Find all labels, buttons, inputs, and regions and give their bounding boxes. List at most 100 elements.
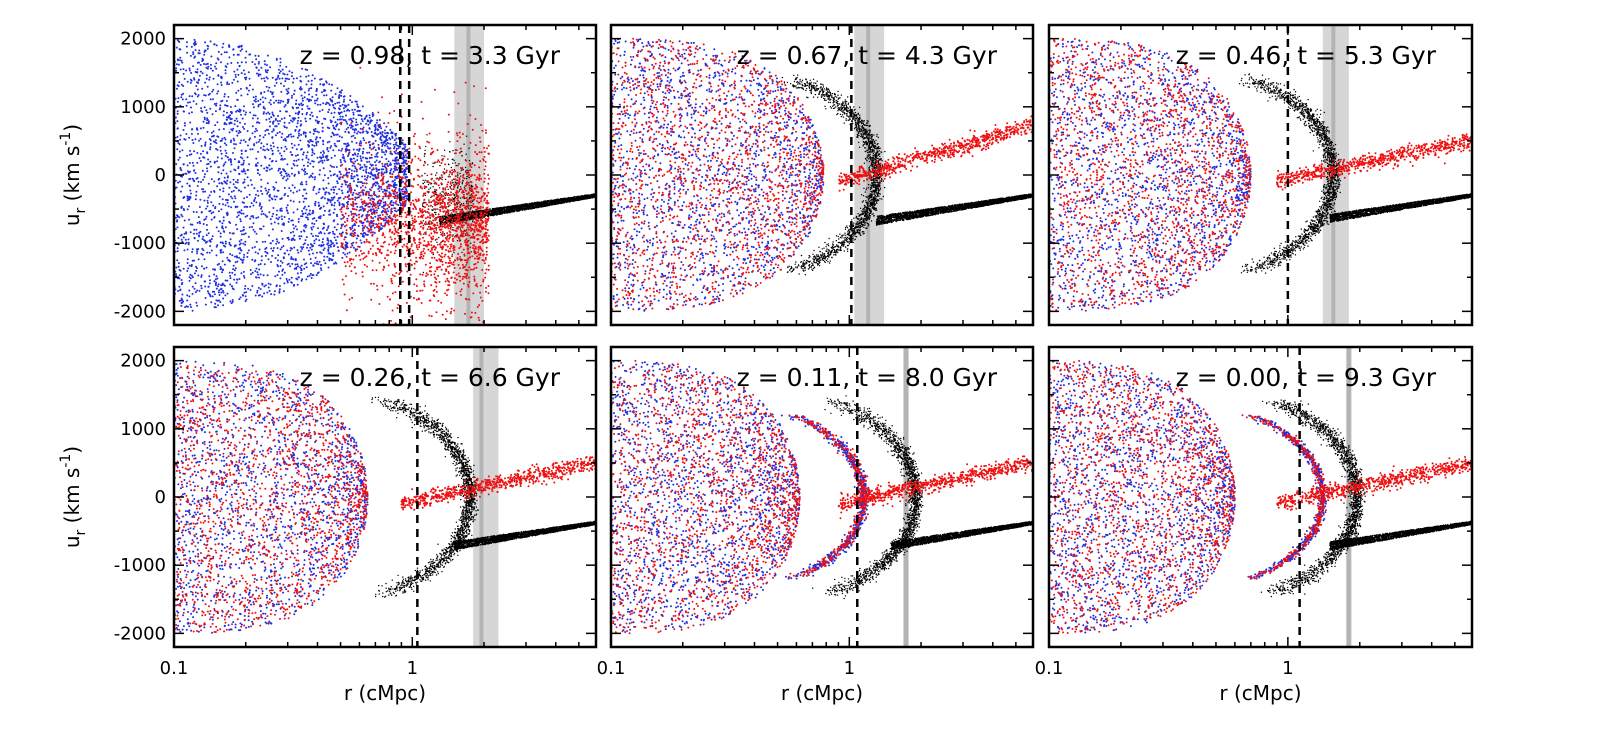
series-blue-point: [263, 80, 266, 83]
series-blue-point: [209, 279, 211, 282]
series-blue-point: [301, 158, 304, 161]
series-blue-point: [219, 241, 222, 244]
series-blue-point: [221, 241, 224, 244]
series-black-point: [506, 206, 508, 208]
series-blue-point: [251, 88, 254, 91]
series-blue-point: [201, 169, 204, 172]
series-black-point: [461, 251, 463, 254]
series-blue-point: [333, 166, 335, 168]
series-blue-point: [200, 287, 203, 290]
series-blue-point: [282, 85, 285, 87]
series-black-point: [483, 216, 485, 218]
series-black-point: [484, 214, 487, 217]
series-black-point: [564, 201, 566, 203]
series-blue-point: [368, 114, 371, 117]
series-blue-point: [206, 44, 209, 47]
series-blue-point: [183, 249, 186, 252]
series-blue-point: [290, 167, 293, 170]
series-blue-point: [222, 114, 225, 117]
series-blue-point: [307, 158, 310, 161]
series-blue-point: [314, 176, 317, 179]
series-black-point: [440, 231, 442, 233]
series-blue-point: [316, 103, 319, 106]
series-blue-point: [209, 165, 212, 168]
series-blue-point: [219, 249, 222, 252]
series-blue-point: [265, 118, 268, 121]
series-blue-point: [305, 278, 308, 281]
series-blue-point: [378, 119, 381, 121]
series-blue-point: [363, 175, 366, 178]
series-blue-point: [336, 235, 339, 238]
series-black-point: [569, 197, 571, 199]
series-blue-point: [202, 223, 205, 225]
series-blue-point: [323, 255, 326, 258]
series-blue-point: [317, 205, 320, 207]
series-blue-point: [359, 140, 362, 143]
series-blue-point: [199, 160, 202, 162]
series-blue-point: [213, 180, 216, 183]
series-blue-point: [194, 282, 197, 285]
series-black-point: [550, 199, 552, 201]
series-blue-point: [337, 249, 340, 252]
series-black-point: [452, 214, 454, 217]
series-blue-point: [177, 40, 180, 43]
series-blue-point: [244, 149, 247, 152]
series-blue-point: [300, 250, 302, 253]
series-blue-point: [301, 194, 304, 197]
series-blue-point: [332, 186, 335, 189]
series-blue-point: [332, 124, 335, 127]
series-blue-point: [373, 191, 376, 193]
series-blue-point: [324, 262, 327, 265]
series-blue-point: [228, 271, 231, 274]
series-blue-point: [218, 182, 221, 185]
series-blue-point: [203, 258, 206, 261]
series-blue-point: [264, 187, 267, 190]
series-blue-point: [208, 282, 211, 285]
series-blue-point: [186, 182, 189, 185]
series-black-point: [432, 186, 434, 188]
series-blue-point: [369, 176, 372, 178]
series-blue-point: [239, 121, 241, 124]
series-black-point: [448, 197, 450, 199]
series-black-point: [449, 176, 451, 178]
series-blue-point: [244, 295, 247, 298]
series-black-point: [451, 184, 453, 187]
series-blue-point: [329, 213, 332, 216]
series-blue-point: [271, 136, 274, 139]
series-blue-point: [269, 120, 272, 123]
series-blue-point: [257, 150, 260, 153]
series-black-point: [465, 202, 468, 204]
series-black-point: [448, 174, 451, 176]
series-blue-point: [326, 239, 329, 242]
series-blue-point: [176, 247, 179, 250]
series-blue-point: [374, 139, 377, 142]
series-blue-point: [247, 89, 250, 92]
series-blue-point: [384, 163, 387, 166]
series-blue-point: [381, 197, 384, 200]
series-black-point: [537, 206, 540, 208]
series-black-point: [498, 211, 501, 213]
series-black-point: [457, 174, 459, 176]
series-blue-point: [232, 127, 235, 130]
series-blue-point: [323, 197, 326, 200]
series-blue-point: [232, 78, 235, 81]
series-black-point: [424, 149, 426, 152]
series-blue-point: [244, 56, 247, 59]
series-blue-point: [188, 112, 191, 115]
series-blue-point: [217, 171, 220, 174]
series-blue-point: [296, 136, 299, 139]
series-blue-point: [281, 237, 284, 240]
series-blue-point: [258, 248, 261, 251]
series-blue-point: [361, 152, 364, 155]
series-blue-point: [242, 242, 245, 245]
series-blue-point: [220, 84, 223, 86]
series-blue-point: [303, 267, 306, 270]
series-blue-point: [227, 95, 230, 98]
series-black-point: [506, 208, 509, 210]
series-blue-point: [177, 97, 180, 100]
series-blue-point: [238, 64, 241, 67]
series-blue-point: [374, 124, 377, 127]
series-blue-point: [177, 265, 180, 268]
series-blue-point: [232, 152, 234, 154]
series-blue-point: [308, 98, 311, 101]
